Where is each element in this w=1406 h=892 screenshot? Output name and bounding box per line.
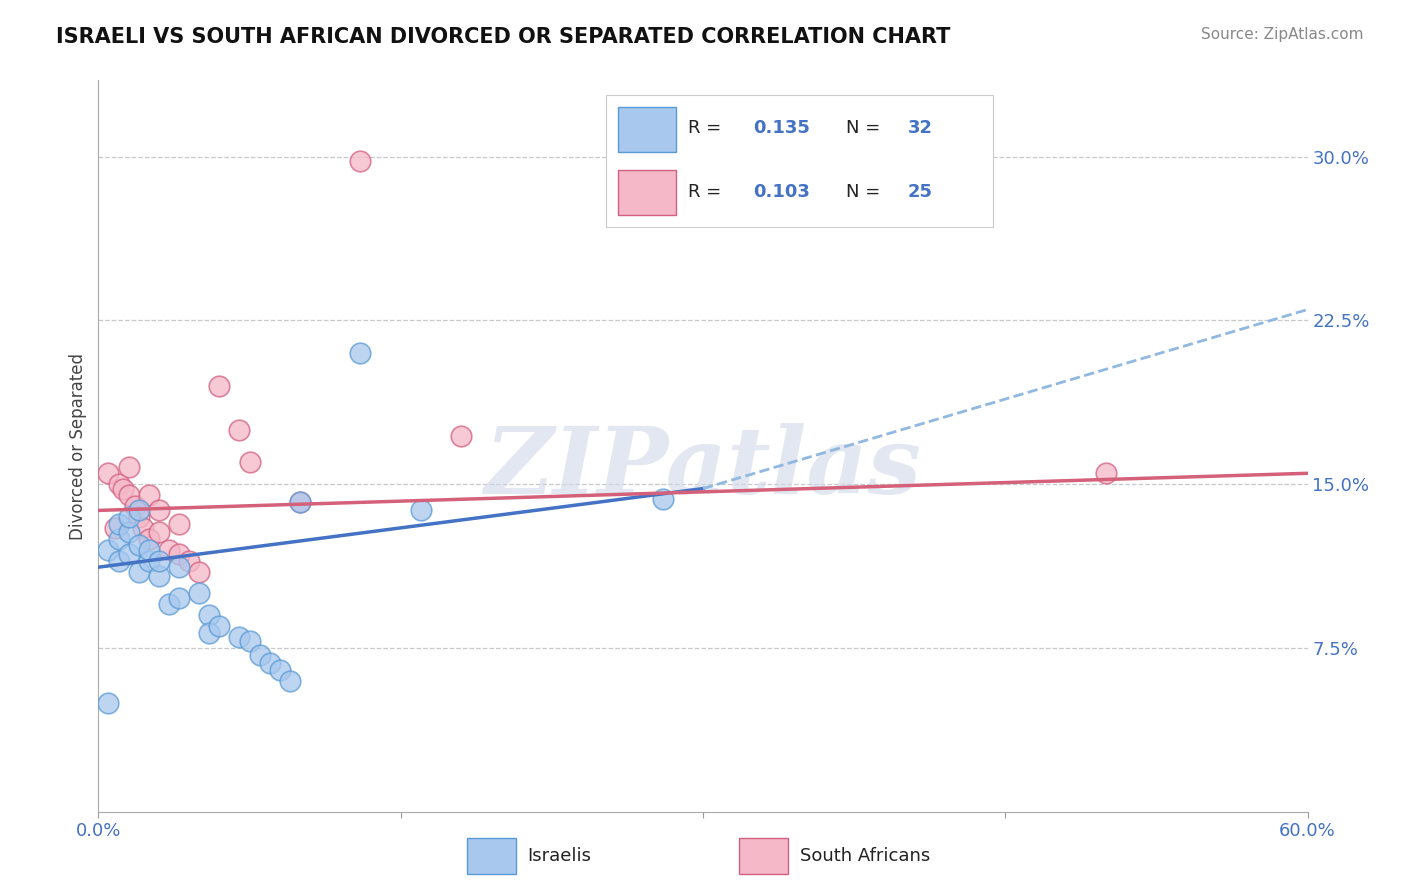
Point (157, 542, 180, 557)
Point (651, 492, 673, 507)
Point (167, 591, 190, 605)
Point (288, 494, 311, 508)
Point (208, 379, 231, 393)
Point (148, 569, 170, 583)
Point (107, 532, 129, 546)
Point (228, 423, 250, 437)
Point (228, 630, 250, 644)
Point (111, 482, 134, 496)
Point (239, 634, 262, 648)
Point (103, 521, 125, 535)
Point (249, 648, 271, 662)
Point (118, 547, 141, 561)
Point (157, 597, 180, 611)
Point (118, 459, 141, 474)
Point (138, 488, 160, 502)
Text: ISRAELI VS SOUTH AFRICAN DIVORCED OR SEPARATED CORRELATION CHART: ISRAELI VS SOUTH AFRICAN DIVORCED OR SEP… (56, 27, 950, 46)
Point (132, 521, 155, 535)
Point (188, 565, 211, 579)
Point (107, 554, 129, 568)
Point (208, 619, 231, 633)
Point (97, 542, 120, 557)
Point (124, 499, 146, 513)
Point (167, 516, 190, 531)
Point (118, 488, 141, 502)
Point (1095, 467, 1118, 481)
Point (409, 503, 432, 517)
Point (128, 565, 150, 579)
Point (118, 510, 141, 524)
Point (269, 663, 291, 677)
Point (259, 657, 281, 671)
Point (97, 696, 120, 710)
Point (97, 467, 120, 481)
Point (138, 554, 160, 568)
Text: ZIPatlas: ZIPatlas (485, 423, 921, 513)
Point (179, 554, 201, 568)
Point (349, 154, 371, 169)
Point (118, 525, 141, 540)
Point (138, 542, 160, 557)
Point (107, 516, 129, 531)
Point (450, 429, 472, 443)
Text: Source: ZipAtlas.com: Source: ZipAtlas.com (1201, 27, 1364, 42)
Point (198, 625, 221, 640)
Point (148, 525, 170, 540)
Point (148, 503, 170, 517)
Y-axis label: Divorced or Separated: Divorced or Separated (69, 352, 87, 540)
Point (128, 503, 150, 517)
Point (278, 673, 301, 688)
Point (239, 455, 262, 469)
Point (128, 538, 150, 552)
Point (188, 586, 211, 600)
Point (349, 346, 371, 360)
Point (138, 532, 160, 546)
Point (167, 560, 190, 574)
Point (148, 554, 170, 568)
Point (107, 477, 129, 491)
Point (198, 608, 221, 623)
Point (128, 510, 150, 524)
Point (167, 547, 190, 561)
Point (288, 494, 311, 508)
